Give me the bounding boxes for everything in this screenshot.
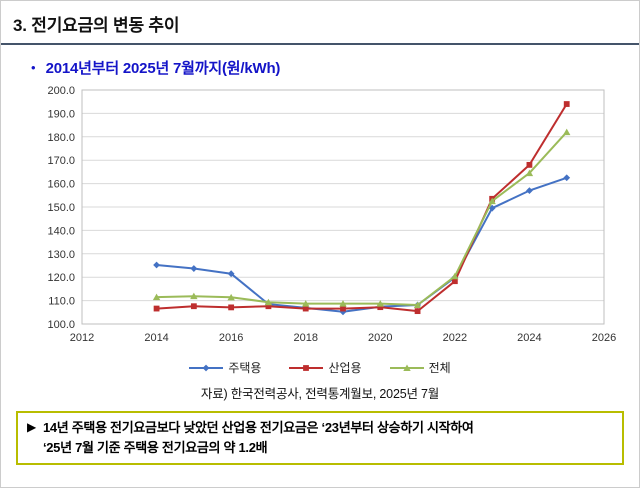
subtitle-row: • 2014년부터 2025년 7월까지(원/kWh) [31,57,639,78]
legend-marker-icon [189,364,224,371]
plot-border [81,89,605,325]
note-text: 14년 주택용 전기요금보다 낮았던 산업용 전기요금은 ‘23년부터 상승하기… [43,418,474,457]
svg-text:130.0: 130.0 [47,249,75,261]
svg-text:2020: 2020 [368,332,392,344]
note-line-2: ‘25년 7월 기준 주택용 전기요금의 약 1.2배 [42,439,268,455]
legend-item-전체: 전체 [389,359,451,376]
subtitle-text: 2014년부터 2025년 7월까지(원/kWh) [45,60,281,77]
svg-text:2026: 2026 [592,332,616,344]
series-산업용 [153,101,570,315]
page-title: 3. 전기요금의 변동 추이 [13,16,180,35]
svg-text:180.0: 180.0 [47,132,75,144]
svg-text:120.0: 120.0 [47,272,75,284]
svg-text:160.0: 160.0 [47,179,75,191]
legend-label: 주택용 [228,361,262,375]
gridlines [82,89,604,325]
svg-text:2024: 2024 [517,332,541,344]
legend-marker-icon [289,364,324,371]
series-주택용 [153,174,571,316]
line-chart: 100.0 110.0 120.0 130.0 140.0 150.0 160.0 170.0… [47,85,616,344]
svg-text:2018: 2018 [293,332,317,344]
svg-text:190.0: 190.0 [47,108,75,120]
svg-text:2016: 2016 [219,332,243,344]
slide-header: 3. 전기요금의 변동 추이 [1,1,639,45]
svg-text:2014: 2014 [144,332,168,344]
chart-area: 100.0 110.0 120.0 130.0 140.0 150.0 160.0 170.0… [20,82,620,376]
legend-marker-icon [389,364,424,371]
source-text: 자료) 한국전력공사, 전력통계월보, 2025년 7월 [200,387,440,401]
svg-text:150.0: 150.0 [47,202,75,214]
series-전체 [152,128,571,309]
svg-text:100.0: 100.0 [47,319,75,331]
note-box: ▶ 14년 주택용 전기요금보다 낮았던 산업용 전기요금은 ‘23년부터 상승… [16,411,624,465]
legend-item-주택용: 주택용 [189,359,261,376]
x-axis-labels: 2012 2014 2016 2018 2020 2022 2024 2026 [70,332,616,344]
svg-text:200.0: 200.0 [47,85,75,97]
svg-text:2012: 2012 [70,332,94,344]
chart-legend: 주택용 산업용 전체 [20,359,620,376]
legend-item-산업용: 산업용 [289,359,362,376]
legend-label: 산업용 [328,361,362,375]
svg-text:2022: 2022 [443,332,467,344]
svg-text:140.0: 140.0 [47,225,75,237]
note-line-1: 14년 주택용 전기요금보다 낮았던 산업용 전기요금은 ‘23년부터 상승하기… [42,420,474,435]
svg-text:170.0: 170.0 [47,155,75,167]
svg-text:110.0: 110.0 [48,296,75,308]
bullet-icon: • [31,60,36,75]
note-arrow-icon: ▶ [27,420,36,434]
y-axis-labels: 100.0 110.0 120.0 130.0 140.0 150.0 160.0 170.0… [47,85,75,331]
legend-label: 전체 [428,361,451,375]
